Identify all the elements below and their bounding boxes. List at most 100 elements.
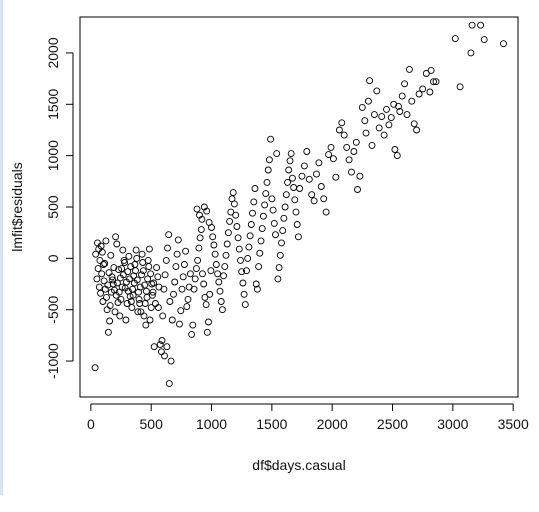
data-point (255, 263, 263, 271)
data-point (426, 88, 434, 96)
data-point (380, 131, 388, 139)
data-point (154, 304, 162, 312)
data-point (207, 267, 215, 275)
data-point (195, 244, 203, 252)
data-point (141, 281, 149, 289)
data-point (427, 66, 435, 74)
data-point (340, 131, 348, 139)
data-point (383, 105, 390, 113)
data-point (96, 256, 104, 264)
data-point (401, 80, 409, 88)
data-point (103, 306, 111, 314)
data-point (191, 275, 199, 283)
data-point (350, 148, 358, 155)
points-layer (91, 21, 507, 388)
data-point (249, 209, 256, 217)
data-point (279, 227, 287, 235)
data-point (293, 221, 301, 228)
data-point (194, 256, 202, 264)
data-point (243, 267, 250, 275)
data-point (173, 250, 181, 258)
data-point (114, 299, 122, 306)
data-point (99, 298, 107, 305)
y-tick-label: 2000 (45, 37, 61, 68)
data-point (362, 129, 370, 137)
data-point (212, 261, 220, 268)
data-point (354, 186, 361, 193)
data-point (95, 283, 103, 291)
data-point (133, 254, 141, 262)
data-point (132, 246, 140, 254)
data-point (422, 70, 430, 77)
data-point (275, 264, 283, 272)
data-point (154, 273, 162, 281)
data-point (345, 156, 353, 164)
data-point (111, 308, 119, 316)
data-point (106, 317, 114, 325)
data-point (145, 245, 153, 253)
data-point (398, 92, 406, 100)
data-point (317, 183, 325, 190)
data-point (199, 270, 206, 278)
data-point (273, 150, 281, 158)
data-point (288, 174, 296, 182)
data-point (190, 285, 198, 293)
data-point (282, 191, 290, 199)
data-point (158, 337, 166, 344)
data-point (166, 298, 174, 305)
data-point (352, 138, 360, 146)
data-point (419, 85, 427, 93)
data-point (477, 21, 485, 29)
data-point (106, 302, 114, 310)
data-point (202, 301, 210, 309)
data-point (192, 265, 200, 273)
data-point (206, 290, 214, 298)
data-point (393, 152, 401, 160)
data-point (332, 173, 340, 181)
data-point (408, 97, 416, 105)
data-point (103, 293, 110, 301)
data-point (92, 250, 100, 258)
data-point (325, 151, 333, 159)
data-point (107, 251, 115, 259)
data-point (294, 233, 302, 241)
data-point (395, 102, 402, 110)
data-point (120, 256, 128, 264)
data-point (139, 267, 147, 275)
data-point (220, 272, 228, 280)
data-point (264, 166, 272, 174)
data-point (262, 190, 270, 198)
data-point (109, 276, 117, 284)
y-tick-label: 1500 (45, 89, 61, 120)
data-point (308, 191, 316, 199)
data-point (387, 114, 395, 122)
data-point (150, 279, 158, 287)
data-point (119, 246, 127, 254)
x-tick-label: 500 (140, 416, 164, 432)
data-point (179, 273, 187, 281)
data-point (188, 330, 196, 338)
data-point (252, 280, 260, 288)
data-point (361, 117, 369, 125)
data-point (405, 65, 413, 73)
data-point (456, 83, 464, 91)
data-point (385, 121, 393, 129)
data-point (172, 263, 180, 271)
data-point (364, 97, 372, 105)
data-point (222, 251, 230, 259)
data-point (215, 278, 223, 286)
data-point (305, 175, 313, 183)
data-point (153, 264, 161, 272)
data-point (216, 287, 224, 295)
data-point (226, 217, 234, 225)
data-point (430, 78, 437, 86)
data-point (223, 240, 231, 248)
data-point (122, 316, 130, 324)
data-point (257, 237, 265, 245)
data-point (101, 260, 109, 267)
data-point (151, 300, 159, 307)
data-point (141, 300, 149, 307)
data-point (161, 271, 169, 279)
data-point (214, 270, 222, 278)
data-point (217, 298, 225, 305)
